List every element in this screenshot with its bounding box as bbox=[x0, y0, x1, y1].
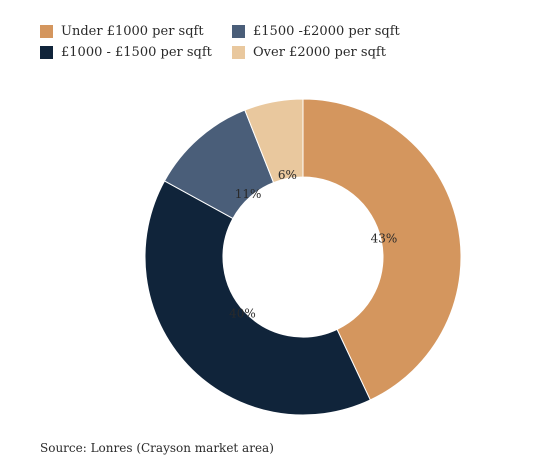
slice-value-label: 11% bbox=[235, 187, 262, 201]
legend-swatch bbox=[40, 25, 53, 38]
source-note: Source: Lonres (Crayson market area) bbox=[40, 441, 274, 455]
legend-item-under-1000: Under £1000 per sqft bbox=[40, 24, 232, 39]
legend-item-1500-2000: £1500 -£2000 per sqft bbox=[232, 24, 422, 39]
slice-under-1000 bbox=[302, 98, 462, 401]
slice-value-label: 6% bbox=[278, 168, 297, 182]
legend-label: £1000 - £1500 per sqft bbox=[61, 45, 212, 60]
slice-1000-1500 bbox=[144, 180, 371, 416]
legend-item-1000-1500: £1000 - £1500 per sqft bbox=[40, 45, 232, 60]
legend-swatch bbox=[232, 46, 245, 59]
legend-swatch bbox=[40, 46, 53, 59]
slice-value-label: 43% bbox=[371, 231, 398, 245]
legend-label: £1500 -£2000 per sqft bbox=[253, 24, 400, 39]
slice-value-label: 40% bbox=[229, 306, 256, 320]
legend-swatch bbox=[232, 25, 245, 38]
legend-item-over-2000: Over £2000 per sqft bbox=[232, 45, 422, 60]
chart-legend: Under £1000 per sqft £1500 -£2000 per sq… bbox=[40, 24, 422, 60]
legend-label: Under £1000 per sqft bbox=[61, 24, 204, 39]
legend-label: Over £2000 per sqft bbox=[253, 45, 386, 60]
slice-over-2000 bbox=[244, 98, 304, 184]
